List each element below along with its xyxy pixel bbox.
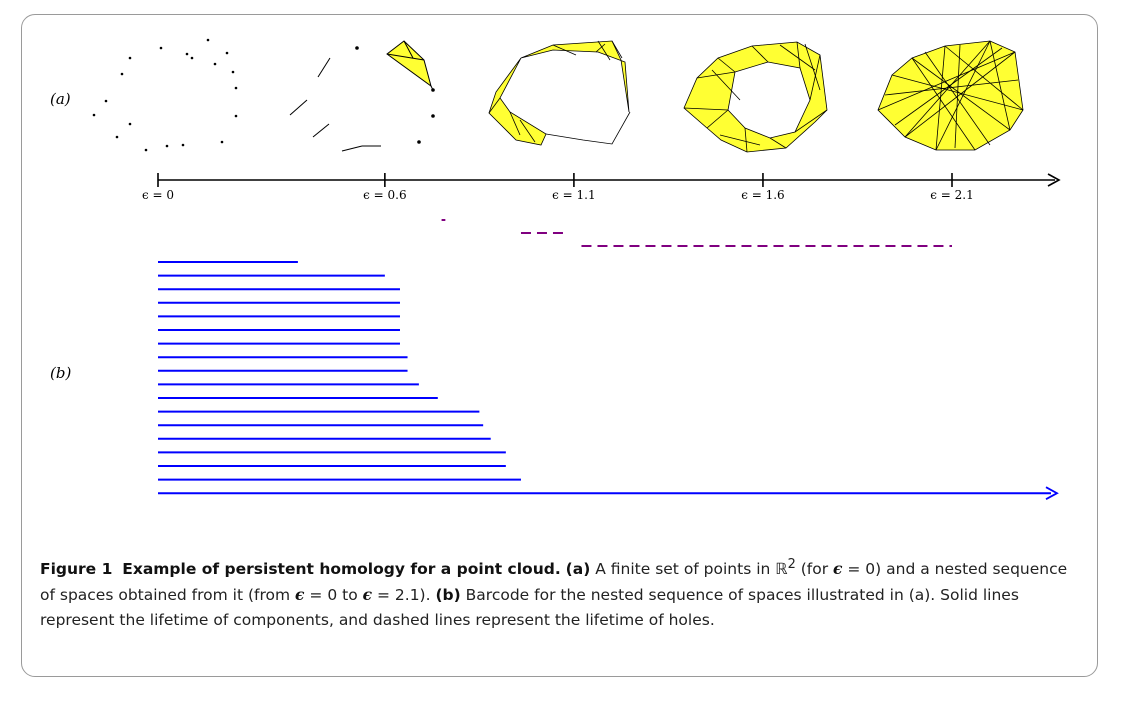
figure-graphic: (a) (b): [50, 38, 1061, 500]
caption-eps-1: ϵ: [833, 559, 843, 579]
axis-tick-label: ϵ = 1.6: [741, 188, 785, 202]
caption-text-6: Barcode for the nested sequence of space…: [40, 586, 1019, 630]
caption-text-1: A finite set of points in: [595, 560, 776, 579]
caption-text-4: = 0 to: [304, 586, 363, 605]
snapshot-eps-0.6: [289, 40, 435, 152]
caption-part-b-tag: (b): [435, 586, 461, 605]
axis-tick-label: ϵ = 0.6: [363, 188, 407, 202]
panel-b-label: (b): [50, 364, 71, 382]
snapshot-eps-2.1: [877, 40, 1024, 151]
caption-eps-3: ϵ: [362, 585, 373, 605]
axis-tick-label: ϵ = 1.1: [552, 188, 596, 202]
figure-caption: Figure 1 Example of persistent homology …: [40, 552, 1080, 633]
snapshot-eps-1.1: [488, 40, 631, 146]
caption-text-3: = 0) and a nested sequence of spaces obt…: [40, 560, 1068, 605]
epsilon-axis: ϵ = 0 ϵ = 0.6 ϵ = 1.1 ϵ = 1.6 ϵ = 2.1: [142, 173, 1061, 202]
barcode-holes: [441, 219, 952, 247]
caption-real-plane: ℝ: [775, 560, 788, 579]
caption-text-5: = 2.1).: [372, 586, 436, 605]
caption-superscript: 2: [787, 557, 796, 572]
axis-tick-label: ϵ = 2.1: [930, 188, 974, 202]
axis-tick-label: ϵ = 0: [142, 188, 174, 202]
infinite-bar-arrowhead: [1045, 486, 1059, 500]
barcode-components: [158, 261, 1059, 500]
caption-label: Figure 1: [40, 560, 113, 579]
caption-part-a-tag: (a): [565, 560, 591, 579]
caption-title: Example of persistent homology for a poi…: [122, 560, 561, 579]
caption-text-2: (for: [795, 560, 833, 579]
snapshot-eps-1.6: [683, 41, 828, 153]
caption-eps-2: ϵ: [295, 585, 305, 605]
snapshot-eps-0: [92, 38, 238, 152]
panel-a-label: (a): [50, 90, 71, 108]
